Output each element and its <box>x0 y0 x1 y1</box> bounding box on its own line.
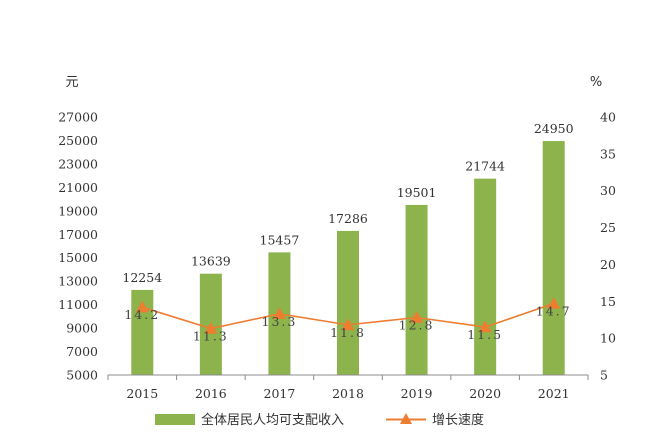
right-tick-label: 35 <box>600 146 616 161</box>
right-tick-label: 10 <box>600 331 616 346</box>
left-tick-label: 9000 <box>66 321 98 336</box>
left-tick-label: 23000 <box>58 156 98 171</box>
left-tick-label: 13000 <box>58 274 98 289</box>
bar <box>405 204 428 375</box>
right-tick-label: 15 <box>600 294 616 309</box>
left-axis-ticks: 5000 7000 9000 11000 13000 15000 17000 19000 210… <box>58 110 98 383</box>
bar <box>474 178 497 375</box>
right-tick-label: 30 <box>600 183 616 198</box>
left-tick-label: 5000 <box>66 368 98 383</box>
left-tick-label: 27000 <box>58 110 98 125</box>
right-axis-ticks: 5 10 15 20 25 30 35 40 <box>600 110 616 383</box>
growth-value-label: 14.2 <box>124 307 160 322</box>
bar-value-label: 21744 <box>465 159 505 174</box>
right-axis-unit: % <box>590 75 602 90</box>
x-tick-label: 2018 <box>332 386 364 401</box>
bar-value-label: 15457 <box>260 232 300 247</box>
bar-value-label: 24950 <box>534 121 574 136</box>
growth-value-label: 11.8 <box>330 325 366 340</box>
growth-value-label: 14.7 <box>536 303 572 318</box>
right-tick-label: 5 <box>600 368 608 383</box>
growth-line-series <box>135 296 561 334</box>
x-tick-label: 2015 <box>126 386 158 401</box>
growth-value-label: 11.3 <box>193 329 229 344</box>
bar <box>542 141 565 375</box>
bar <box>337 230 359 375</box>
legend: 全体居民人均可支配收入 增长速度 <box>155 412 484 428</box>
growth-marker <box>341 318 355 331</box>
growth-marker <box>272 307 286 320</box>
right-tick-label: 40 <box>600 110 616 125</box>
right-tick-label: 20 <box>600 257 616 272</box>
growth-marker <box>478 320 492 333</box>
right-tick-label: 25 <box>600 220 616 235</box>
growth-value-label: 11.5 <box>467 327 503 342</box>
growth-value-labels: 14.2 11.3 13.3 11.8 12.8 11.5 14.7 <box>124 303 572 344</box>
bar-value-label: 13639 <box>191 254 231 269</box>
legend-triangle-marker <box>400 413 412 424</box>
left-tick-label: 19000 <box>58 203 98 218</box>
x-axis-ticks: 2015 2016 2017 2018 2019 2020 2021 <box>107 375 589 401</box>
bar-value-label: 17286 <box>328 211 368 226</box>
x-tick-label: 2019 <box>401 386 433 401</box>
x-tick-label: 2016 <box>195 386 227 401</box>
growth-marker <box>547 296 561 309</box>
growth-marker <box>410 311 424 323</box>
left-tick-label: 11000 <box>58 297 98 312</box>
legend-bar-swatch <box>155 414 195 425</box>
legend-line-label: 增长速度 <box>432 412 484 428</box>
left-tick-label: 17000 <box>58 227 98 242</box>
bar-value-label: 19501 <box>397 185 437 200</box>
growth-value-label: 13.3 <box>262 314 298 329</box>
left-tick-label: 21000 <box>58 180 98 195</box>
x-tick-label: 2021 <box>538 386 570 401</box>
left-tick-label: 7000 <box>66 344 98 359</box>
x-tick-label: 2017 <box>264 386 296 401</box>
bar-value-label: 12254 <box>122 270 162 285</box>
bar-value-labels: 12254 13639 15457 17286 19501 21744 24950 <box>122 121 573 285</box>
left-tick-label: 15000 <box>58 250 98 265</box>
left-tick-label: 25000 <box>58 133 98 148</box>
x-tick-label: 2020 <box>469 386 501 401</box>
left-axis-unit: 元 <box>65 75 78 90</box>
legend-bar-label: 全体居民人均可支配收入 <box>201 412 344 428</box>
growth-marker <box>204 322 218 334</box>
growth-value-label: 12.8 <box>399 318 435 333</box>
growth-marker <box>135 300 149 313</box>
